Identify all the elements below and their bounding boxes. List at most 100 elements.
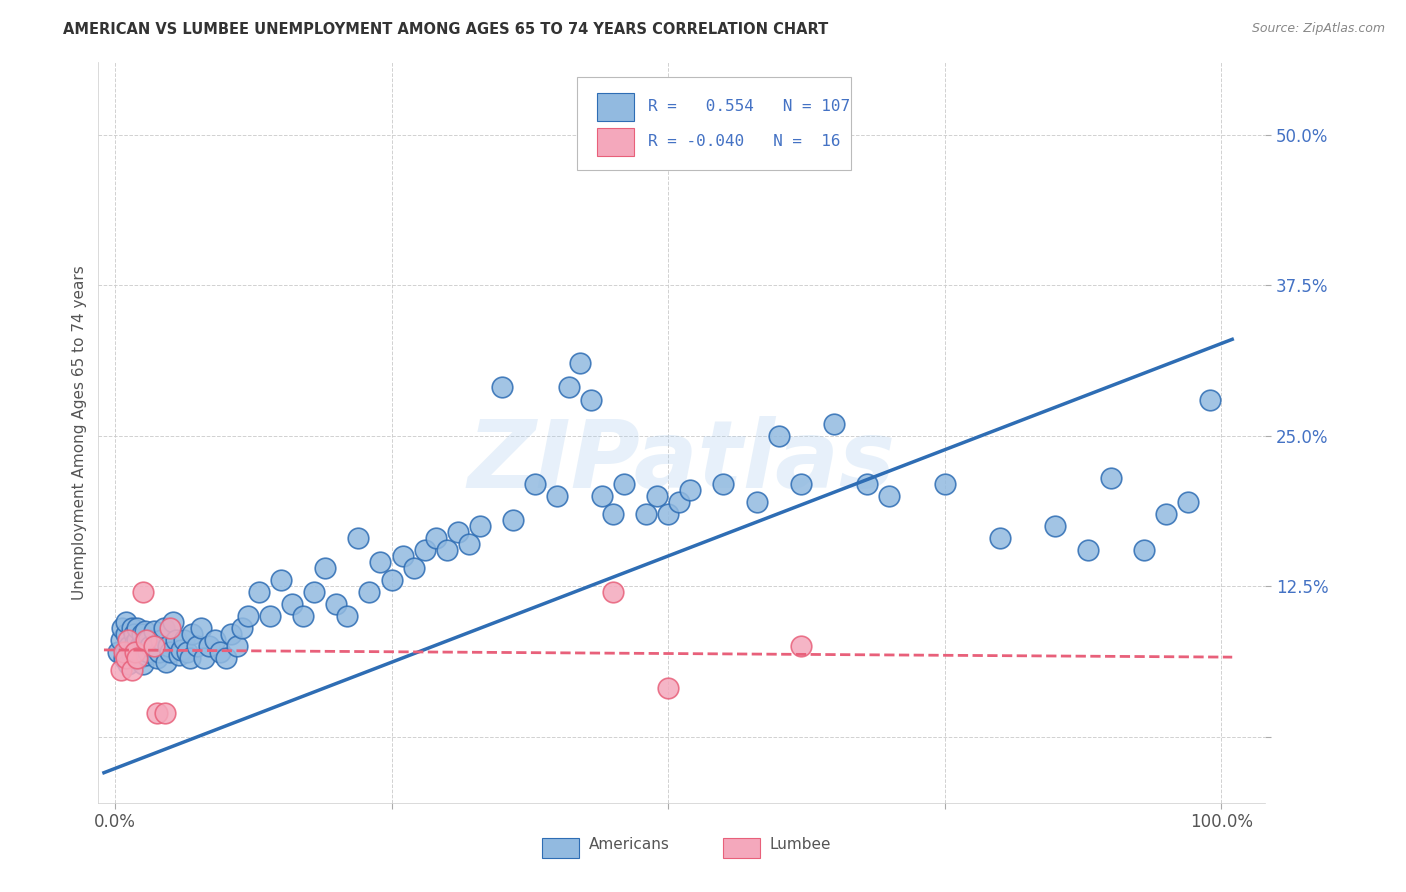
Point bbox=[713, 476, 735, 491]
Point bbox=[602, 507, 624, 521]
Point bbox=[447, 524, 470, 539]
Text: Lumbee: Lumbee bbox=[769, 837, 831, 852]
Point bbox=[491, 380, 513, 394]
Point bbox=[1099, 471, 1122, 485]
Point bbox=[790, 476, 813, 491]
Point bbox=[131, 585, 153, 599]
Point bbox=[127, 633, 149, 648]
Point bbox=[170, 643, 193, 657]
Point bbox=[121, 648, 143, 662]
Point bbox=[823, 417, 845, 431]
Text: Americans: Americans bbox=[589, 837, 669, 852]
Point bbox=[546, 489, 568, 503]
Point bbox=[856, 476, 879, 491]
Point bbox=[657, 507, 679, 521]
Point bbox=[107, 645, 129, 659]
Point bbox=[370, 555, 392, 569]
Point bbox=[613, 476, 636, 491]
Point bbox=[142, 640, 165, 654]
FancyBboxPatch shape bbox=[723, 838, 761, 858]
Point bbox=[209, 645, 232, 659]
Point bbox=[159, 645, 181, 659]
Point bbox=[115, 627, 138, 641]
Point bbox=[110, 633, 132, 648]
Point bbox=[768, 428, 790, 442]
Point bbox=[115, 645, 138, 659]
Point bbox=[198, 640, 221, 654]
Point bbox=[502, 513, 524, 527]
Point bbox=[225, 640, 247, 654]
Point bbox=[193, 651, 215, 665]
Point bbox=[124, 645, 146, 659]
Point bbox=[325, 597, 347, 611]
Point bbox=[934, 476, 956, 491]
Point bbox=[131, 627, 153, 641]
Point bbox=[314, 561, 336, 575]
Point bbox=[745, 495, 768, 509]
Point bbox=[110, 664, 132, 678]
Point bbox=[155, 655, 177, 669]
Point bbox=[524, 476, 547, 491]
Point bbox=[132, 636, 155, 650]
Point bbox=[219, 627, 242, 641]
Point bbox=[117, 657, 139, 672]
Point bbox=[162, 615, 184, 630]
Point bbox=[128, 651, 150, 665]
Point bbox=[425, 531, 447, 545]
FancyBboxPatch shape bbox=[576, 78, 851, 169]
Point bbox=[135, 648, 157, 662]
Point bbox=[231, 621, 253, 635]
Point bbox=[591, 489, 613, 503]
Point bbox=[165, 633, 187, 648]
Point bbox=[152, 621, 174, 635]
Point bbox=[159, 621, 181, 635]
Point bbox=[173, 633, 195, 648]
FancyBboxPatch shape bbox=[541, 838, 579, 858]
FancyBboxPatch shape bbox=[596, 93, 634, 121]
Point bbox=[121, 664, 143, 678]
Point bbox=[391, 549, 413, 563]
Point bbox=[657, 681, 679, 696]
Point bbox=[214, 651, 236, 665]
Point bbox=[121, 643, 143, 657]
Point bbox=[402, 561, 425, 575]
Point bbox=[1154, 507, 1177, 521]
Point bbox=[167, 648, 190, 662]
Point bbox=[458, 537, 481, 551]
Point bbox=[790, 640, 813, 654]
Text: ZIPatlas: ZIPatlas bbox=[468, 417, 896, 508]
Point bbox=[292, 609, 315, 624]
Point bbox=[1199, 392, 1222, 407]
Point bbox=[645, 489, 668, 503]
Point bbox=[115, 615, 138, 630]
Point bbox=[153, 706, 176, 720]
Point bbox=[879, 489, 901, 503]
Point bbox=[127, 621, 149, 635]
Point bbox=[129, 640, 152, 654]
Point bbox=[568, 356, 591, 370]
Point bbox=[668, 495, 690, 509]
Point bbox=[148, 645, 170, 659]
Point bbox=[136, 645, 159, 659]
Point bbox=[634, 507, 657, 521]
Point bbox=[259, 609, 281, 624]
Point bbox=[204, 633, 226, 648]
Point bbox=[131, 657, 153, 672]
Point bbox=[127, 645, 149, 659]
Point bbox=[236, 609, 259, 624]
FancyBboxPatch shape bbox=[596, 128, 634, 156]
Point bbox=[270, 573, 292, 587]
Point bbox=[302, 585, 325, 599]
Point bbox=[679, 483, 702, 497]
Point bbox=[118, 640, 141, 654]
Point bbox=[142, 624, 165, 638]
Point bbox=[157, 640, 180, 654]
Point bbox=[413, 543, 436, 558]
Point bbox=[988, 531, 1011, 545]
Point bbox=[336, 609, 359, 624]
Point bbox=[150, 633, 173, 648]
Point bbox=[179, 651, 201, 665]
Point bbox=[380, 573, 402, 587]
Point bbox=[112, 645, 135, 659]
Point bbox=[1045, 519, 1067, 533]
